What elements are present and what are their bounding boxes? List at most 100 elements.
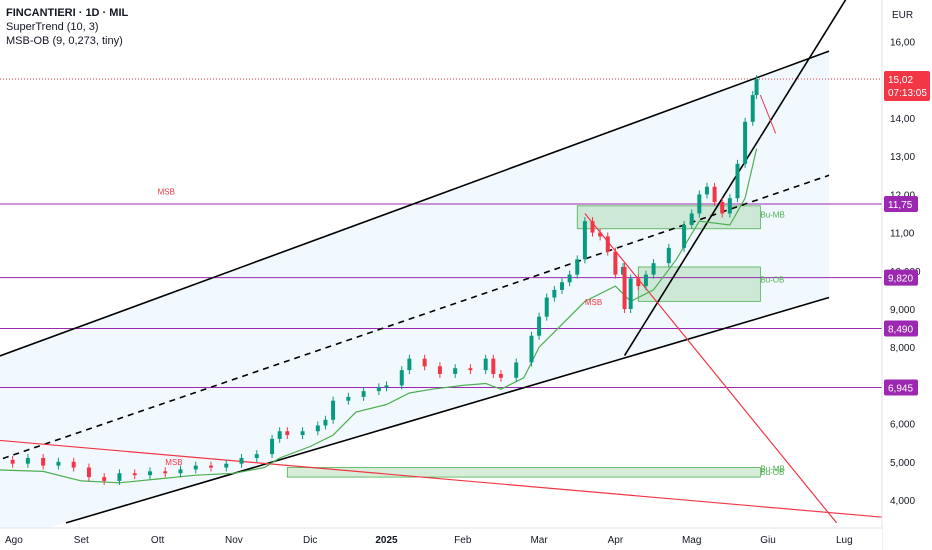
last-price-badge <box>884 71 930 102</box>
x-tick-label: Feb <box>454 535 472 546</box>
x-tick-label: Giu <box>760 535 776 546</box>
candle-body <box>491 358 496 374</box>
candle-body <box>628 278 633 309</box>
candle-body <box>514 362 519 378</box>
price-level-label: 8,490 <box>888 324 913 335</box>
y-tick-label: 4,000 <box>890 496 915 507</box>
chart-legend: FINCANTIERI · 1D · MIL SuperTrend (10, 3… <box>6 6 128 48</box>
price-level-badge <box>884 195 918 212</box>
annotation-label-2: MSB <box>165 458 182 467</box>
supertrend-line <box>0 148 758 484</box>
price-level-label: 6,945 <box>888 384 913 395</box>
y-tick-label: 6,000 <box>890 420 915 431</box>
y-tick-label: 8,000 <box>890 343 915 354</box>
candle-body <box>193 465 198 470</box>
y-tick-label: 16,00 <box>890 38 915 49</box>
annotation-label-1: MSB <box>585 298 602 307</box>
plot-area <box>0 0 882 528</box>
candle-body <box>132 473 137 476</box>
candle-body <box>117 473 122 481</box>
candle-body <box>697 194 702 214</box>
price-level-badge <box>884 320 918 337</box>
candle-body <box>41 457 46 466</box>
candle-body <box>56 461 61 466</box>
candle-body <box>605 236 610 252</box>
candle-body <box>285 431 290 436</box>
candle-body <box>178 469 183 474</box>
candle-body <box>331 400 336 420</box>
candle-body <box>575 259 580 275</box>
candle-body <box>254 454 259 458</box>
order-block-1 <box>637 266 761 302</box>
candle-body <box>239 457 244 464</box>
candle-body <box>71 461 76 468</box>
candle-body <box>270 438 275 455</box>
x-tick-label: Ago <box>5 535 23 546</box>
candle-body <box>384 385 389 388</box>
candle-body <box>407 358 412 371</box>
price-level-badge <box>884 379 918 396</box>
candle-body <box>754 79 759 96</box>
x-tick-label: Dic <box>303 535 317 546</box>
candle-body <box>720 202 725 214</box>
candle-body <box>704 186 709 195</box>
candle-body <box>25 457 30 464</box>
candle-body <box>102 477 107 481</box>
x-tick-label: 2025 <box>375 535 398 546</box>
candle-body <box>735 163 740 199</box>
trendline-0[interactable] <box>0 50 830 362</box>
y-tick-label: 12,00 <box>890 190 915 201</box>
candle-body <box>651 263 656 275</box>
candle-body <box>483 358 488 371</box>
x-tick-label: Apr <box>608 535 624 546</box>
candle-body <box>163 471 168 474</box>
candle-body <box>544 297 549 317</box>
x-tick-label: Mar <box>530 535 548 546</box>
candle-body <box>727 198 732 214</box>
y-tick-label: 13,00 <box>890 152 915 163</box>
candle-body <box>361 391 366 397</box>
candle-body <box>643 274 648 287</box>
price-level-label: 11,75 <box>888 200 913 211</box>
x-tick-label: Lug <box>836 535 853 546</box>
candle-body <box>277 431 282 439</box>
annotation-label-4: Bu-MB <box>760 210 784 219</box>
candle-body <box>622 266 627 309</box>
candle-body <box>315 425 320 432</box>
y-tick-label: 5,000 <box>890 458 915 469</box>
annotation-label-6: Bu-MB <box>760 464 784 473</box>
trendline-2[interactable] <box>65 296 830 524</box>
candle-body <box>537 316 542 336</box>
msb-ob-indicator-label[interactable]: MSB-OB (9, 0,273, tiny) <box>6 35 123 47</box>
channel-fill <box>0 51 830 543</box>
candle-body <box>682 224 687 248</box>
candle-body <box>567 274 572 283</box>
bar-countdown-label: 07:13:05 <box>888 88 927 99</box>
trendline-4[interactable] <box>0 439 883 518</box>
candle-body <box>209 465 214 468</box>
y-tick-label: 11,00 <box>890 229 915 240</box>
candle-body <box>582 221 587 260</box>
symbol-title[interactable]: FINCANTIERI · 1D · MIL <box>6 7 129 19</box>
annotation-label-0: MSB <box>158 187 175 196</box>
x-tick-label: Nov <box>225 535 243 546</box>
candle-body <box>598 232 603 237</box>
time-axis[interactable] <box>0 528 882 550</box>
order-block-2 <box>286 467 761 478</box>
candle-body <box>498 373 503 378</box>
y-tick-label: 14,00 <box>890 114 915 125</box>
x-tick-label: Set <box>74 535 89 546</box>
supertrend-indicator-label[interactable]: SuperTrend (10, 3) <box>6 21 99 33</box>
x-tick-label: Mag <box>682 535 701 546</box>
trendline-5[interactable] <box>584 213 838 524</box>
order-block-0 <box>576 205 761 230</box>
projection-arrow <box>759 94 777 134</box>
candle-body <box>422 358 427 367</box>
candle-body <box>453 368 458 374</box>
price-level-label: 9,820 <box>888 274 913 285</box>
candle-body <box>552 289 557 298</box>
candle-body <box>399 370 404 386</box>
candle-body <box>300 431 305 436</box>
candle-body <box>666 247 671 264</box>
